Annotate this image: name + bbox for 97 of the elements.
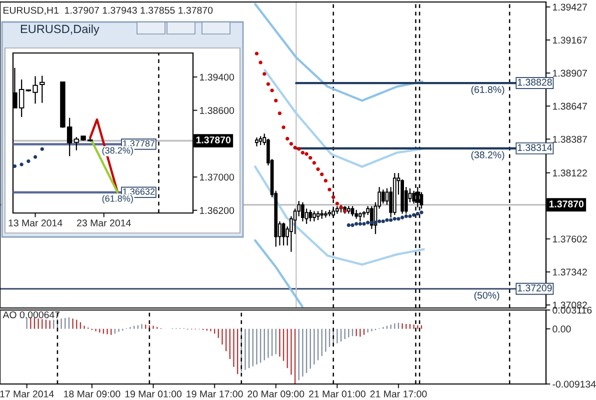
point	[274, 98, 278, 102]
x-tick-label: 19 Mar 01:00	[125, 390, 182, 398]
y-tick-label: 1.37342	[552, 268, 587, 276]
annotation: 1.38828	[518, 78, 552, 86]
point	[370, 220, 374, 224]
candlestick	[301, 202, 304, 222]
x-tick-label: 17 Mar 2014	[0, 390, 54, 398]
y-tick-label: 1.38907	[552, 70, 587, 77]
line-series	[254, 166, 425, 266]
annotation: 1.38314	[518, 144, 552, 151]
point	[388, 218, 393, 222]
point	[40, 147, 44, 151]
point	[362, 222, 366, 226]
y-tick-label: 1.39427	[552, 4, 587, 11]
annotation: (61.8%)	[471, 86, 504, 95]
x-tick-label: 18 Mar 09:00	[64, 390, 120, 398]
point	[262, 72, 266, 76]
point	[412, 213, 416, 217]
point	[400, 216, 404, 220]
y-tick-label: 1.38387	[552, 136, 587, 143]
y-tick-label: 1.37082	[552, 302, 587, 309]
annotation: 1.37787	[123, 140, 155, 147]
y-tick-label: 1.39167	[552, 36, 587, 44]
ref-line-label: 1.37870	[549, 200, 584, 208]
line-series	[264, 69, 424, 168]
point	[286, 136, 290, 141]
point	[266, 82, 270, 86]
point	[300, 150, 305, 155]
point	[304, 152, 308, 156]
point	[33, 155, 38, 159]
point	[258, 60, 262, 64]
annotation: (61.8%)	[102, 195, 133, 204]
annotation: 1.36632	[123, 188, 155, 195]
point	[396, 216, 400, 221]
point	[374, 220, 378, 224]
annotation: 1.37209	[518, 284, 552, 292]
candlestick	[40, 75, 45, 104]
y-tick-label: 1.39400	[200, 74, 234, 81]
point	[316, 167, 320, 172]
point	[377, 219, 382, 224]
x-tick-label: 13 Mar 2014	[8, 220, 62, 226]
point	[420, 210, 424, 214]
point	[332, 195, 336, 200]
point	[254, 52, 259, 56]
point	[328, 188, 332, 192]
y-tick-label: 0.00	[552, 326, 571, 332]
candlestick	[381, 189, 385, 204]
point	[20, 162, 24, 166]
point	[392, 216, 396, 221]
point	[346, 223, 351, 227]
annotation: (50%)	[474, 292, 500, 301]
y-tick-label: 1.37602	[552, 236, 587, 242]
point	[293, 146, 297, 150]
chart-title: EURUSD,Daily	[20, 24, 100, 36]
y-tick-label: 1.38647	[552, 102, 587, 110]
annotation: (38.2%)	[471, 151, 504, 160]
point	[308, 156, 312, 160]
point	[26, 159, 30, 164]
point	[282, 125, 286, 130]
point	[350, 223, 354, 227]
y-tick-label: 1.38122	[552, 170, 587, 176]
candlestick	[308, 209, 312, 222]
point	[343, 209, 347, 214]
candlestick	[312, 210, 316, 222]
point	[312, 161, 316, 165]
point	[278, 111, 282, 116]
point	[13, 164, 17, 168]
ref-line-label: 1.37870	[196, 136, 231, 144]
point	[404, 214, 408, 218]
y-tick-label: 1.37000	[200, 174, 234, 181]
point	[289, 142, 294, 146]
y-tick-label: 1.36200	[200, 207, 234, 214]
chart-title: AO 0.000647	[2, 311, 60, 318]
x-tick-label: 21 Mar 17:00	[370, 390, 427, 398]
point	[366, 220, 370, 224]
point	[270, 88, 274, 92]
point	[381, 219, 385, 224]
chart-title: EURUSD,H1 1.37907 1.37943 1.37855 1.37870	[4, 6, 213, 15]
y-tick-label: 1.38600	[200, 107, 234, 114]
point	[408, 214, 412, 218]
point	[320, 172, 324, 176]
point	[297, 147, 301, 151]
point	[358, 222, 362, 226]
annotation: (38.2%)	[102, 146, 133, 156]
x-tick-label: 20 Mar 09:00	[248, 390, 304, 398]
point	[335, 202, 340, 206]
point	[385, 218, 389, 222]
candlestick	[350, 206, 354, 217]
point	[354, 222, 358, 226]
line-series	[254, 2, 424, 102]
point	[416, 212, 420, 216]
point	[324, 178, 328, 183]
y-tick-label: -0.009134	[552, 380, 596, 388]
x-tick-label: 23 Mar 2014	[77, 220, 131, 226]
x-tick-label: 19 Mar 17:00	[186, 390, 243, 398]
x-tick-label: 21 Mar 01:00	[309, 390, 366, 398]
candlestick	[282, 222, 286, 246]
